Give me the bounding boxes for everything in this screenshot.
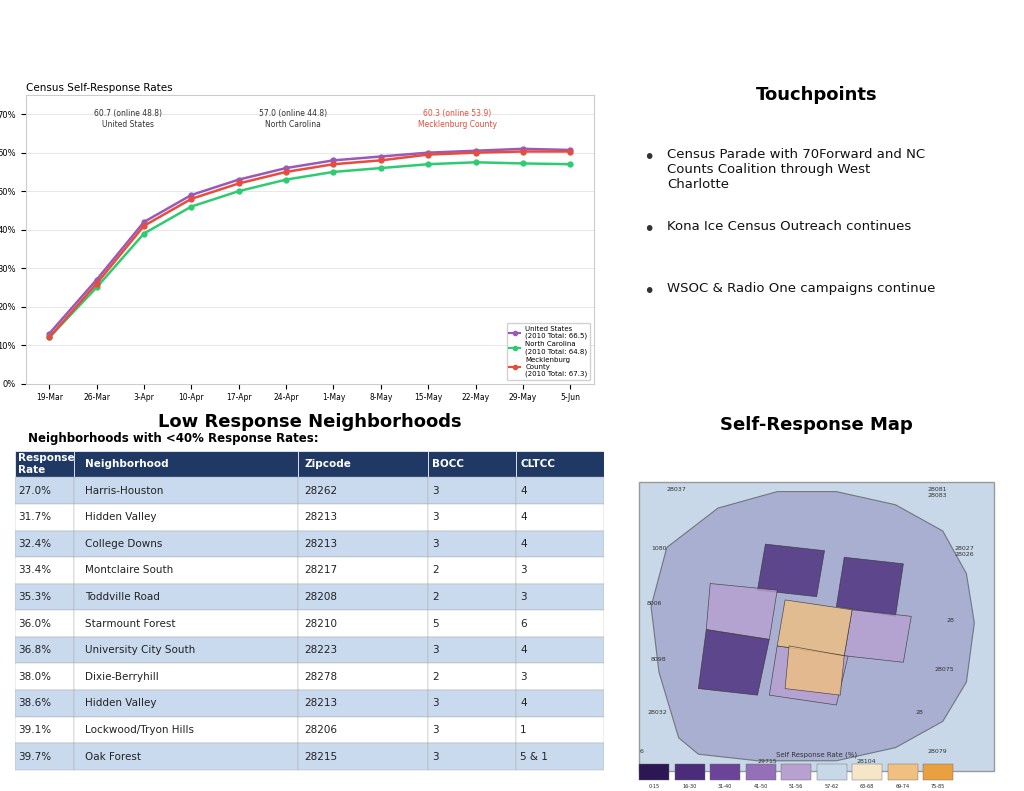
Text: 60.7 (online 48.8)
United States: 60.7 (online 48.8) United States [94, 109, 162, 129]
Text: Oak Forest: Oak Forest [85, 751, 141, 762]
Text: 35.3%: 35.3% [18, 592, 51, 602]
FancyBboxPatch shape [15, 504, 74, 531]
FancyBboxPatch shape [298, 611, 428, 637]
FancyBboxPatch shape [852, 764, 883, 781]
Text: 28206: 28206 [304, 725, 338, 735]
Text: 28262: 28262 [304, 486, 338, 496]
FancyBboxPatch shape [516, 611, 604, 637]
Text: Census Parade with 70Forward and NC
Counts Coalition through West
Charlotte: Census Parade with 70Forward and NC Coun… [667, 148, 925, 191]
FancyBboxPatch shape [428, 690, 516, 717]
FancyBboxPatch shape [74, 504, 298, 531]
Text: Self-Response Rate: Self-Response Rate [211, 101, 409, 119]
FancyBboxPatch shape [711, 764, 740, 781]
Text: 8098: 8098 [651, 657, 667, 662]
Text: 28075: 28075 [935, 667, 954, 672]
Text: University City South: University City South [85, 645, 196, 655]
Text: 36.0%: 36.0% [18, 619, 51, 629]
FancyBboxPatch shape [74, 744, 298, 770]
Text: 63-68: 63-68 [860, 784, 874, 789]
Text: 3: 3 [432, 539, 438, 549]
FancyBboxPatch shape [516, 690, 604, 717]
FancyBboxPatch shape [516, 744, 604, 770]
Text: 8006: 8006 [647, 601, 663, 607]
Text: 32.4%: 32.4% [18, 539, 51, 549]
FancyBboxPatch shape [298, 478, 428, 504]
Text: 4: 4 [520, 513, 527, 522]
FancyBboxPatch shape [639, 482, 994, 770]
Text: Meck: Meck [732, 25, 842, 59]
FancyBboxPatch shape [298, 637, 428, 664]
Text: 36.8%: 36.8% [18, 645, 51, 655]
Text: 3: 3 [432, 486, 438, 496]
Text: 27.0%: 27.0% [18, 486, 51, 496]
Text: 2020: 2020 [991, 9, 1018, 18]
Text: 3: 3 [432, 698, 438, 709]
FancyBboxPatch shape [74, 690, 298, 717]
Text: 3: 3 [520, 672, 527, 682]
FancyBboxPatch shape [15, 531, 74, 557]
FancyBboxPatch shape [298, 744, 428, 770]
Text: 16-30: 16-30 [682, 784, 696, 789]
Text: 2: 2 [432, 566, 438, 576]
Text: Self-Response Map: Self-Response Map [720, 416, 913, 434]
FancyBboxPatch shape [298, 531, 428, 557]
FancyBboxPatch shape [428, 664, 516, 690]
FancyBboxPatch shape [516, 531, 604, 557]
Text: 28213: 28213 [304, 539, 338, 549]
Text: 3: 3 [432, 645, 438, 655]
Polygon shape [777, 600, 852, 656]
Text: Starmount Forest: Starmount Forest [85, 619, 176, 629]
FancyBboxPatch shape [516, 637, 604, 664]
Text: 2: 2 [432, 672, 438, 682]
FancyBboxPatch shape [15, 451, 74, 478]
Text: 75-85: 75-85 [931, 784, 945, 789]
Text: 3: 3 [520, 592, 527, 602]
Text: 0-15: 0-15 [648, 784, 659, 789]
FancyBboxPatch shape [298, 717, 428, 744]
Text: 28213: 28213 [304, 698, 338, 709]
Text: 28027
28026: 28027 28026 [954, 547, 975, 557]
FancyBboxPatch shape [74, 637, 298, 664]
Polygon shape [844, 610, 911, 662]
Text: 31-40: 31-40 [718, 784, 732, 789]
Text: 28032: 28032 [647, 710, 667, 715]
FancyBboxPatch shape [428, 611, 516, 637]
FancyBboxPatch shape [15, 557, 74, 584]
Text: College Downs: College Downs [85, 539, 163, 549]
Text: 6: 6 [520, 619, 527, 629]
Text: Montclaire South: Montclaire South [85, 566, 174, 576]
FancyBboxPatch shape [15, 637, 74, 664]
Text: 1080: 1080 [651, 546, 667, 551]
Text: 29715: 29715 [758, 759, 777, 764]
Text: 4: 4 [520, 645, 527, 655]
FancyBboxPatch shape [516, 451, 604, 478]
Text: Neighborhoods with <40% Response Rates:: Neighborhoods with <40% Response Rates: [29, 433, 318, 445]
Text: Hidden Valley: Hidden Valley [85, 698, 157, 709]
Text: Response
Rate: Response Rate [18, 453, 75, 475]
Text: 57-62: 57-62 [824, 784, 839, 789]
FancyBboxPatch shape [74, 611, 298, 637]
Text: Census Self-Response Rates: Census Self-Response Rates [26, 83, 172, 93]
Polygon shape [837, 557, 903, 616]
Text: 38.6%: 38.6% [18, 698, 51, 709]
Text: Census: Census [640, 31, 696, 44]
FancyBboxPatch shape [516, 557, 604, 584]
Text: 4: 4 [520, 539, 527, 549]
Text: 4: 4 [520, 698, 527, 709]
Text: 69-74: 69-74 [895, 784, 909, 789]
FancyBboxPatch shape [15, 611, 74, 637]
Text: Self Response Rate (%): Self Response Rate (%) [776, 751, 857, 758]
FancyBboxPatch shape [428, 478, 516, 504]
Text: Harris-Houston: Harris-Houston [85, 486, 164, 496]
FancyBboxPatch shape [74, 664, 298, 690]
FancyBboxPatch shape [428, 451, 516, 478]
FancyBboxPatch shape [516, 717, 604, 744]
Text: 6: 6 [639, 749, 643, 755]
Polygon shape [758, 544, 824, 596]
FancyBboxPatch shape [675, 764, 705, 781]
FancyBboxPatch shape [428, 557, 516, 584]
FancyBboxPatch shape [516, 584, 604, 611]
FancyBboxPatch shape [428, 637, 516, 664]
Text: 28217: 28217 [304, 566, 338, 576]
FancyBboxPatch shape [516, 478, 604, 504]
